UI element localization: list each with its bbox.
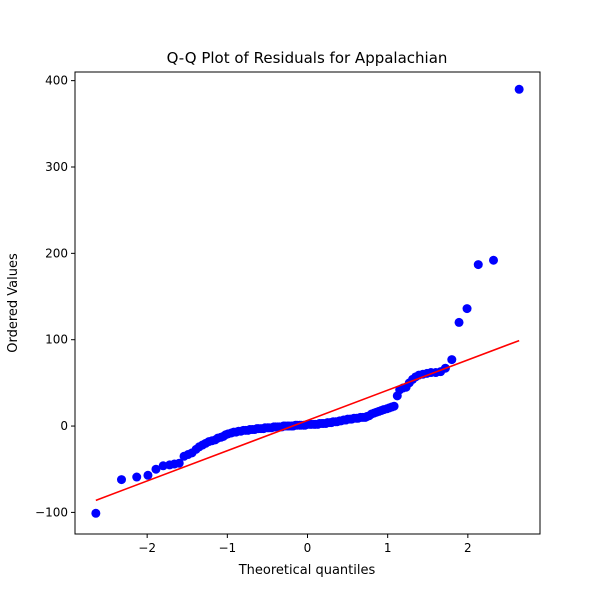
x-tick-label: 0 [304, 541, 312, 555]
x-tick-label: −2 [138, 541, 156, 555]
y-tick-label: −100 [35, 505, 68, 519]
data-point [174, 458, 184, 468]
data-point [151, 464, 161, 474]
x-tick-label: 1 [384, 541, 392, 555]
fit-line [95, 339, 520, 502]
y-tick-label: 0 [60, 419, 68, 433]
data-point [462, 304, 472, 314]
data-point [489, 255, 498, 265]
data-point [389, 401, 399, 411]
data-point [91, 508, 101, 518]
data-point [454, 317, 464, 327]
y-axis: −100 0 100 200 300 400 [35, 74, 75, 519]
y-tick-label: 300 [45, 160, 68, 174]
y-axis-label: Ordered Values [6, 253, 21, 353]
x-tick-label: −1 [218, 541, 236, 555]
data-point [514, 84, 524, 94]
y-tick-label: 100 [45, 333, 68, 347]
x-axis-label: Theoretical quantiles [238, 563, 376, 578]
plot-area-frame [74, 71, 541, 535]
x-tick-label: 2 [464, 541, 472, 555]
data-series [91, 84, 524, 518]
data-point [447, 355, 457, 365]
chart-title: Q-Q Plot of Residuals for Appalachian [167, 49, 448, 67]
data-point [117, 475, 126, 485]
data-point [143, 470, 153, 480]
y-tick-label: 400 [45, 74, 68, 88]
data-point [132, 472, 142, 482]
y-tick-label: 200 [45, 246, 68, 260]
data-point [473, 260, 483, 270]
x-axis: −2 −1 0 1 2 [138, 534, 472, 555]
